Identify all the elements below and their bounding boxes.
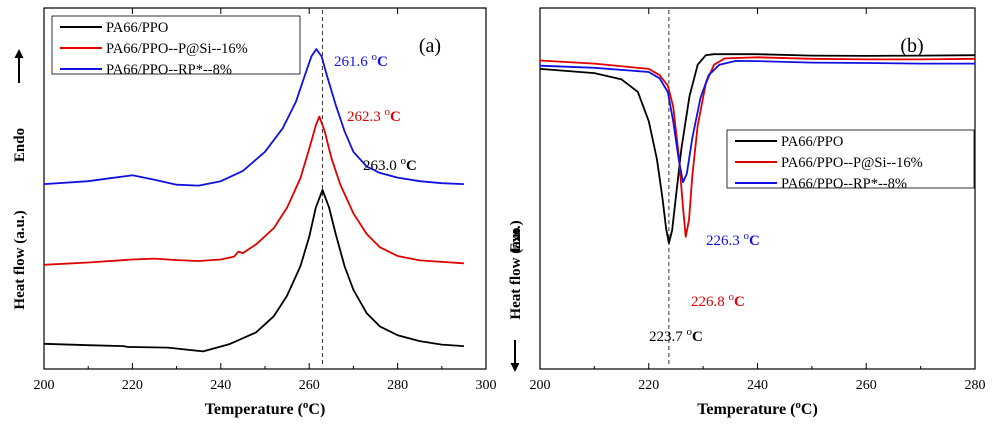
x-tick-label: 220: [122, 378, 143, 393]
series-line-2: [539, 60, 975, 184]
chart-panel-a: 200 220 240 260 280 300 Temperature (oC) Heat f…: [12, 7, 497, 418]
x-tick-label: 280: [965, 378, 986, 393]
x-axis-label: Temperature (oC): [697, 399, 818, 418]
legend-entry: PA66/PPO--P@Si--16%: [106, 41, 248, 57]
peak-annotation: 262.3 oC: [347, 106, 401, 125]
legend-entry: PA66/PPO--RP*--8%: [781, 176, 907, 192]
series-line-1: [43, 115, 464, 266]
peak-annotation: 226.3 oC: [706, 230, 760, 249]
x-axis-label: Temperature (oC): [205, 399, 326, 418]
peak-annotation: 226.8 oC: [691, 291, 745, 310]
peak-annotation: 263.0 oC: [363, 155, 417, 174]
x-tick-label: 260: [299, 378, 320, 393]
series-line-0: [43, 189, 464, 353]
legend-entry: PA66/PPO--RP*--8%: [106, 62, 232, 78]
plot-frame: [539, 7, 976, 370]
y-axis-label: Heat flow (a.u.): [12, 210, 28, 309]
x-tick-label: 240: [747, 378, 768, 393]
y-axis-label: Heat flow (a.u.): [508, 220, 524, 319]
legend-box: [51, 15, 301, 75]
direction-label: Exo: [508, 227, 524, 252]
series-line-1: [539, 56, 976, 238]
x-tick-label: 260: [856, 378, 877, 393]
legend-entry: PA66/PPO: [781, 134, 843, 150]
x-tick-label: 280: [387, 378, 408, 393]
peak-annotation: 261.6 oC: [334, 51, 388, 70]
chart-panel-b: 200 220 240 260 280 Temperature (oC) Heat flow…: [508, 7, 986, 418]
arrow-up-icon: [14, 49, 24, 58]
legend-entry: PA66/PPO--P@Si--16%: [781, 155, 923, 171]
legend-box: [726, 129, 975, 189]
series-line-2: [43, 48, 464, 187]
x-tick-label: 300: [476, 378, 497, 393]
series-line-0: [539, 53, 976, 244]
panel-label: (b): [900, 35, 923, 57]
panel-label: (a): [419, 35, 441, 57]
x-tick-label: 200: [530, 378, 551, 393]
x-tick-label: 240: [210, 378, 231, 393]
peak-annotation: 223.7 oC: [649, 326, 703, 345]
x-tick-label: 220: [638, 378, 659, 393]
arrow-down-icon: [510, 363, 520, 372]
legend-entry: PA66/PPO: [106, 20, 168, 36]
direction-label: Endo: [12, 128, 28, 162]
x-tick-label: 200: [34, 378, 55, 393]
